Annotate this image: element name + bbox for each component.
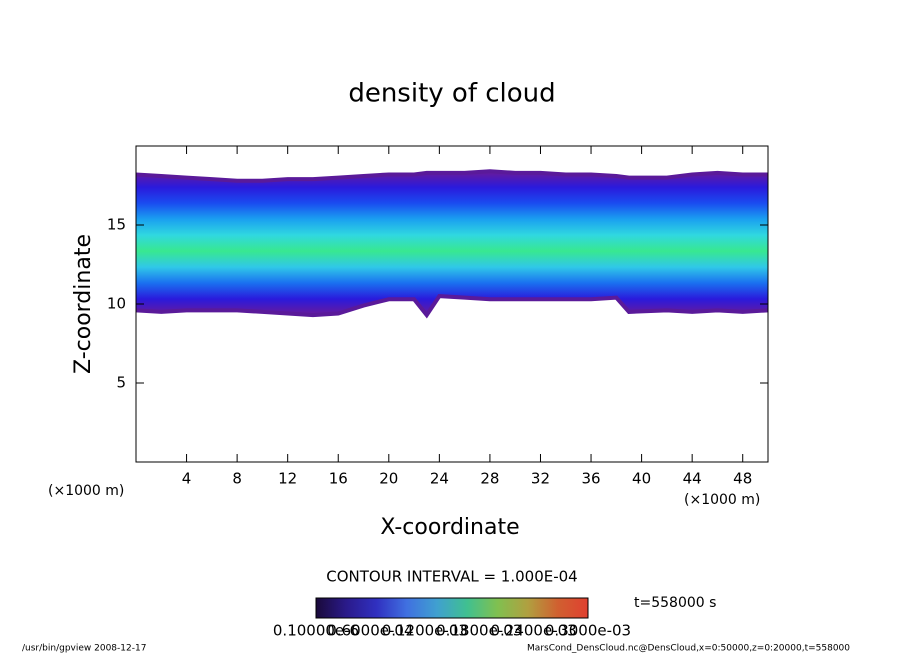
colorbar-label: 0.2400e-03 [490, 622, 576, 640]
cloud-band [136, 171, 768, 316]
y-tick-label: 5 [116, 374, 126, 392]
time-label: t=558000 s [634, 595, 716, 611]
x-tick-label: 20 [379, 470, 398, 488]
x-tick-label: 32 [531, 470, 550, 488]
x-tick-label: 8 [232, 470, 242, 488]
footer-left: /usr/bin/gpview 2008-12-17 [22, 644, 146, 654]
colorbar [315, 597, 589, 619]
x-tick-label: 12 [278, 470, 297, 488]
x-tick-label: 36 [581, 470, 600, 488]
colorbar-label: 0.3000e-03 [545, 622, 631, 640]
x-tick-label: 48 [733, 470, 752, 488]
y-unit: (×1000 m) [48, 483, 124, 499]
cloud-edge [135, 169, 768, 183]
y-tick-label: 10 [107, 295, 126, 313]
colorbar-label: 0.1200e-03 [382, 622, 468, 640]
x-tick-label: 24 [430, 470, 449, 488]
x-tick-label: 4 [182, 470, 192, 488]
y-axis-label: Z-coordinate [71, 234, 96, 374]
cloud-edge [135, 294, 769, 319]
x-unit: (×1000 m) [684, 492, 760, 508]
contour-interval: CONTOUR INTERVAL = 1.000E-04 [326, 568, 577, 586]
x-tick-label: 44 [683, 470, 702, 488]
x-tick-label: 40 [632, 470, 651, 488]
y-tick-label: 15 [107, 216, 126, 234]
colorbar-label: 0.10000e-6 [273, 622, 359, 640]
x-axis-label: X-coordinate [380, 515, 519, 540]
colorbar-label: 0.1800e-03 [436, 622, 522, 640]
x-tick-label: 16 [329, 470, 348, 488]
colorbar-label: 0.6000e-04 [327, 622, 413, 640]
footer-right: MarsCond_DensCloud.nc@DensCloud,x=0:5000… [527, 644, 850, 654]
chart-title: density of cloud [348, 79, 555, 109]
x-tick-label: 28 [480, 470, 499, 488]
